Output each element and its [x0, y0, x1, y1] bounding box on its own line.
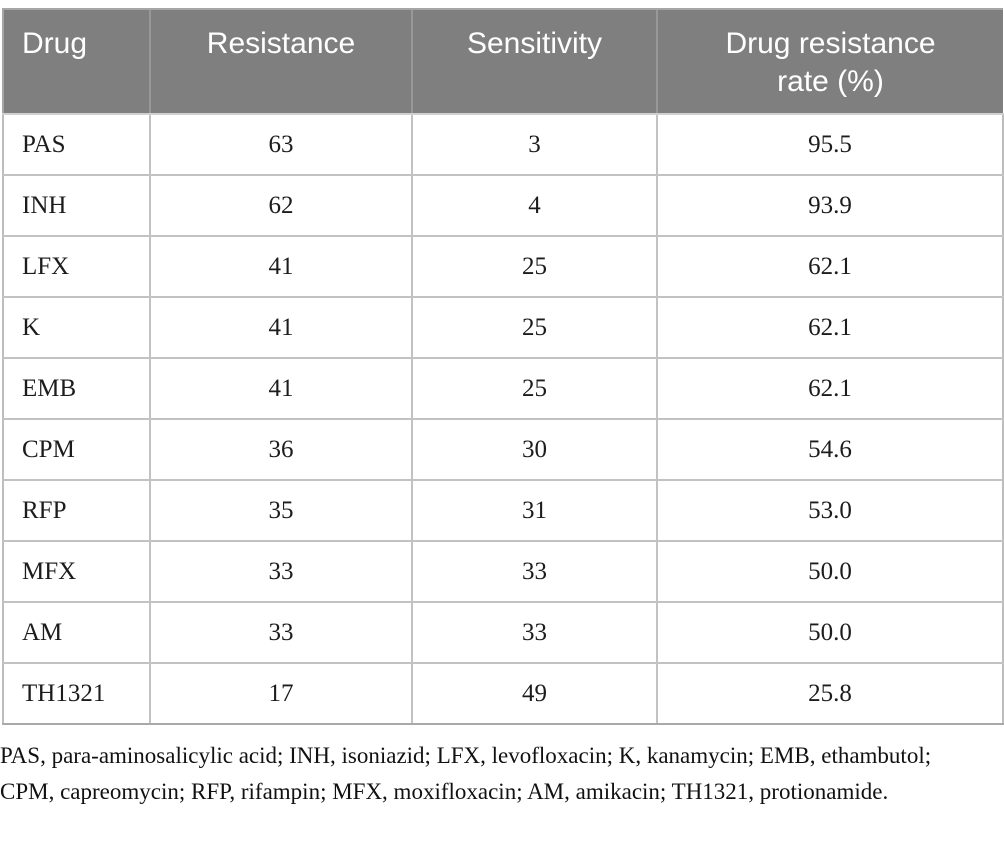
- drug-cell: CPM: [2, 418, 151, 481]
- table-row: AM 33 33 50.0: [2, 601, 1004, 664]
- sensitivity-cell: 31: [411, 479, 658, 542]
- header-cell-resistance-rate: Drug resistance rate (%): [656, 8, 1003, 115]
- table-row: MFX 33 33 50.0: [2, 540, 1004, 603]
- rate-cell: 54.6: [656, 418, 1004, 481]
- drug-cell: PAS: [2, 113, 151, 176]
- sensitivity-cell: 4: [411, 174, 658, 237]
- drug-cell: LFX: [2, 235, 151, 298]
- drug-cell: K: [2, 296, 151, 359]
- sensitivity-cell: 25: [411, 296, 658, 359]
- table-row: CPM 36 30 54.6: [2, 418, 1004, 481]
- table-row: LFX 41 25 62.1: [2, 235, 1004, 298]
- rate-cell: 25.8: [656, 662, 1004, 725]
- abbreviations-footnote: PAS, para-aminosalicylic acid; INH, ison…: [0, 743, 932, 804]
- rate-cell: 62.1: [656, 296, 1004, 359]
- table-body: PAS 63 3 95.5 INH 62 4 93.9 LFX 41 25 62…: [2, 113, 1004, 725]
- table-row: PAS 63 3 95.5: [2, 113, 1004, 176]
- sensitivity-cell: 49: [411, 662, 658, 725]
- table-row: K 41 25 62.1: [2, 296, 1004, 359]
- sensitivity-cell: 25: [411, 357, 658, 420]
- sensitivity-cell: 33: [411, 601, 658, 664]
- table-header: Drug Resistance Sensitivity Drug resista…: [2, 8, 1003, 115]
- drug-cell: AM: [2, 601, 151, 664]
- table-row: EMB 41 25 62.1: [2, 357, 1004, 420]
- drug-cell: INH: [2, 174, 151, 237]
- resistance-cell: 33: [149, 540, 413, 603]
- resistance-cell: 62: [149, 174, 413, 237]
- resistance-cell: 41: [149, 235, 413, 298]
- rate-cell: 53.0: [656, 479, 1004, 542]
- resistance-cell: 35: [149, 479, 413, 542]
- header-resistance-rate-label: Drug resistance rate (%): [725, 27, 936, 98]
- table-row: TH1321 17 49 25.8: [2, 662, 1004, 725]
- rate-cell: 93.9: [656, 174, 1004, 237]
- drug-cell: MFX: [2, 540, 151, 603]
- rate-cell: 50.0: [656, 540, 1004, 603]
- drug-resistance-table: Drug Resistance Sensitivity Drug resista…: [2, 8, 1004, 725]
- resistance-cell: 36: [149, 418, 413, 481]
- sensitivity-cell: 25: [411, 235, 658, 298]
- resistance-cell: 33: [149, 601, 413, 664]
- rate-cell: 62.1: [656, 235, 1004, 298]
- sensitivity-cell: 3: [411, 113, 658, 176]
- resistance-cell: 41: [149, 296, 413, 359]
- header-cell-drug: Drug: [2, 8, 150, 115]
- resistance-cell: 41: [149, 357, 413, 420]
- table-row: INH 62 4 93.9: [2, 174, 1004, 237]
- rate-cell: 95.5: [656, 113, 1004, 176]
- resistance-cell: 17: [149, 662, 413, 725]
- table-header-row: Drug Resistance Sensitivity Drug resista…: [2, 8, 1003, 115]
- header-cell-sensitivity: Sensitivity: [411, 8, 657, 115]
- drug-cell: EMB: [2, 357, 151, 420]
- header-cell-resistance: Resistance: [149, 8, 412, 115]
- resistance-cell: 63: [149, 113, 413, 176]
- sensitivity-cell: 33: [411, 540, 658, 603]
- drug-cell: TH1321: [2, 662, 151, 725]
- drug-cell: RFP: [2, 479, 151, 542]
- sensitivity-cell: 30: [411, 418, 658, 481]
- rate-cell: 50.0: [656, 601, 1004, 664]
- table-row: RFP 35 31 53.0: [2, 479, 1004, 542]
- rate-cell: 62.1: [656, 357, 1004, 420]
